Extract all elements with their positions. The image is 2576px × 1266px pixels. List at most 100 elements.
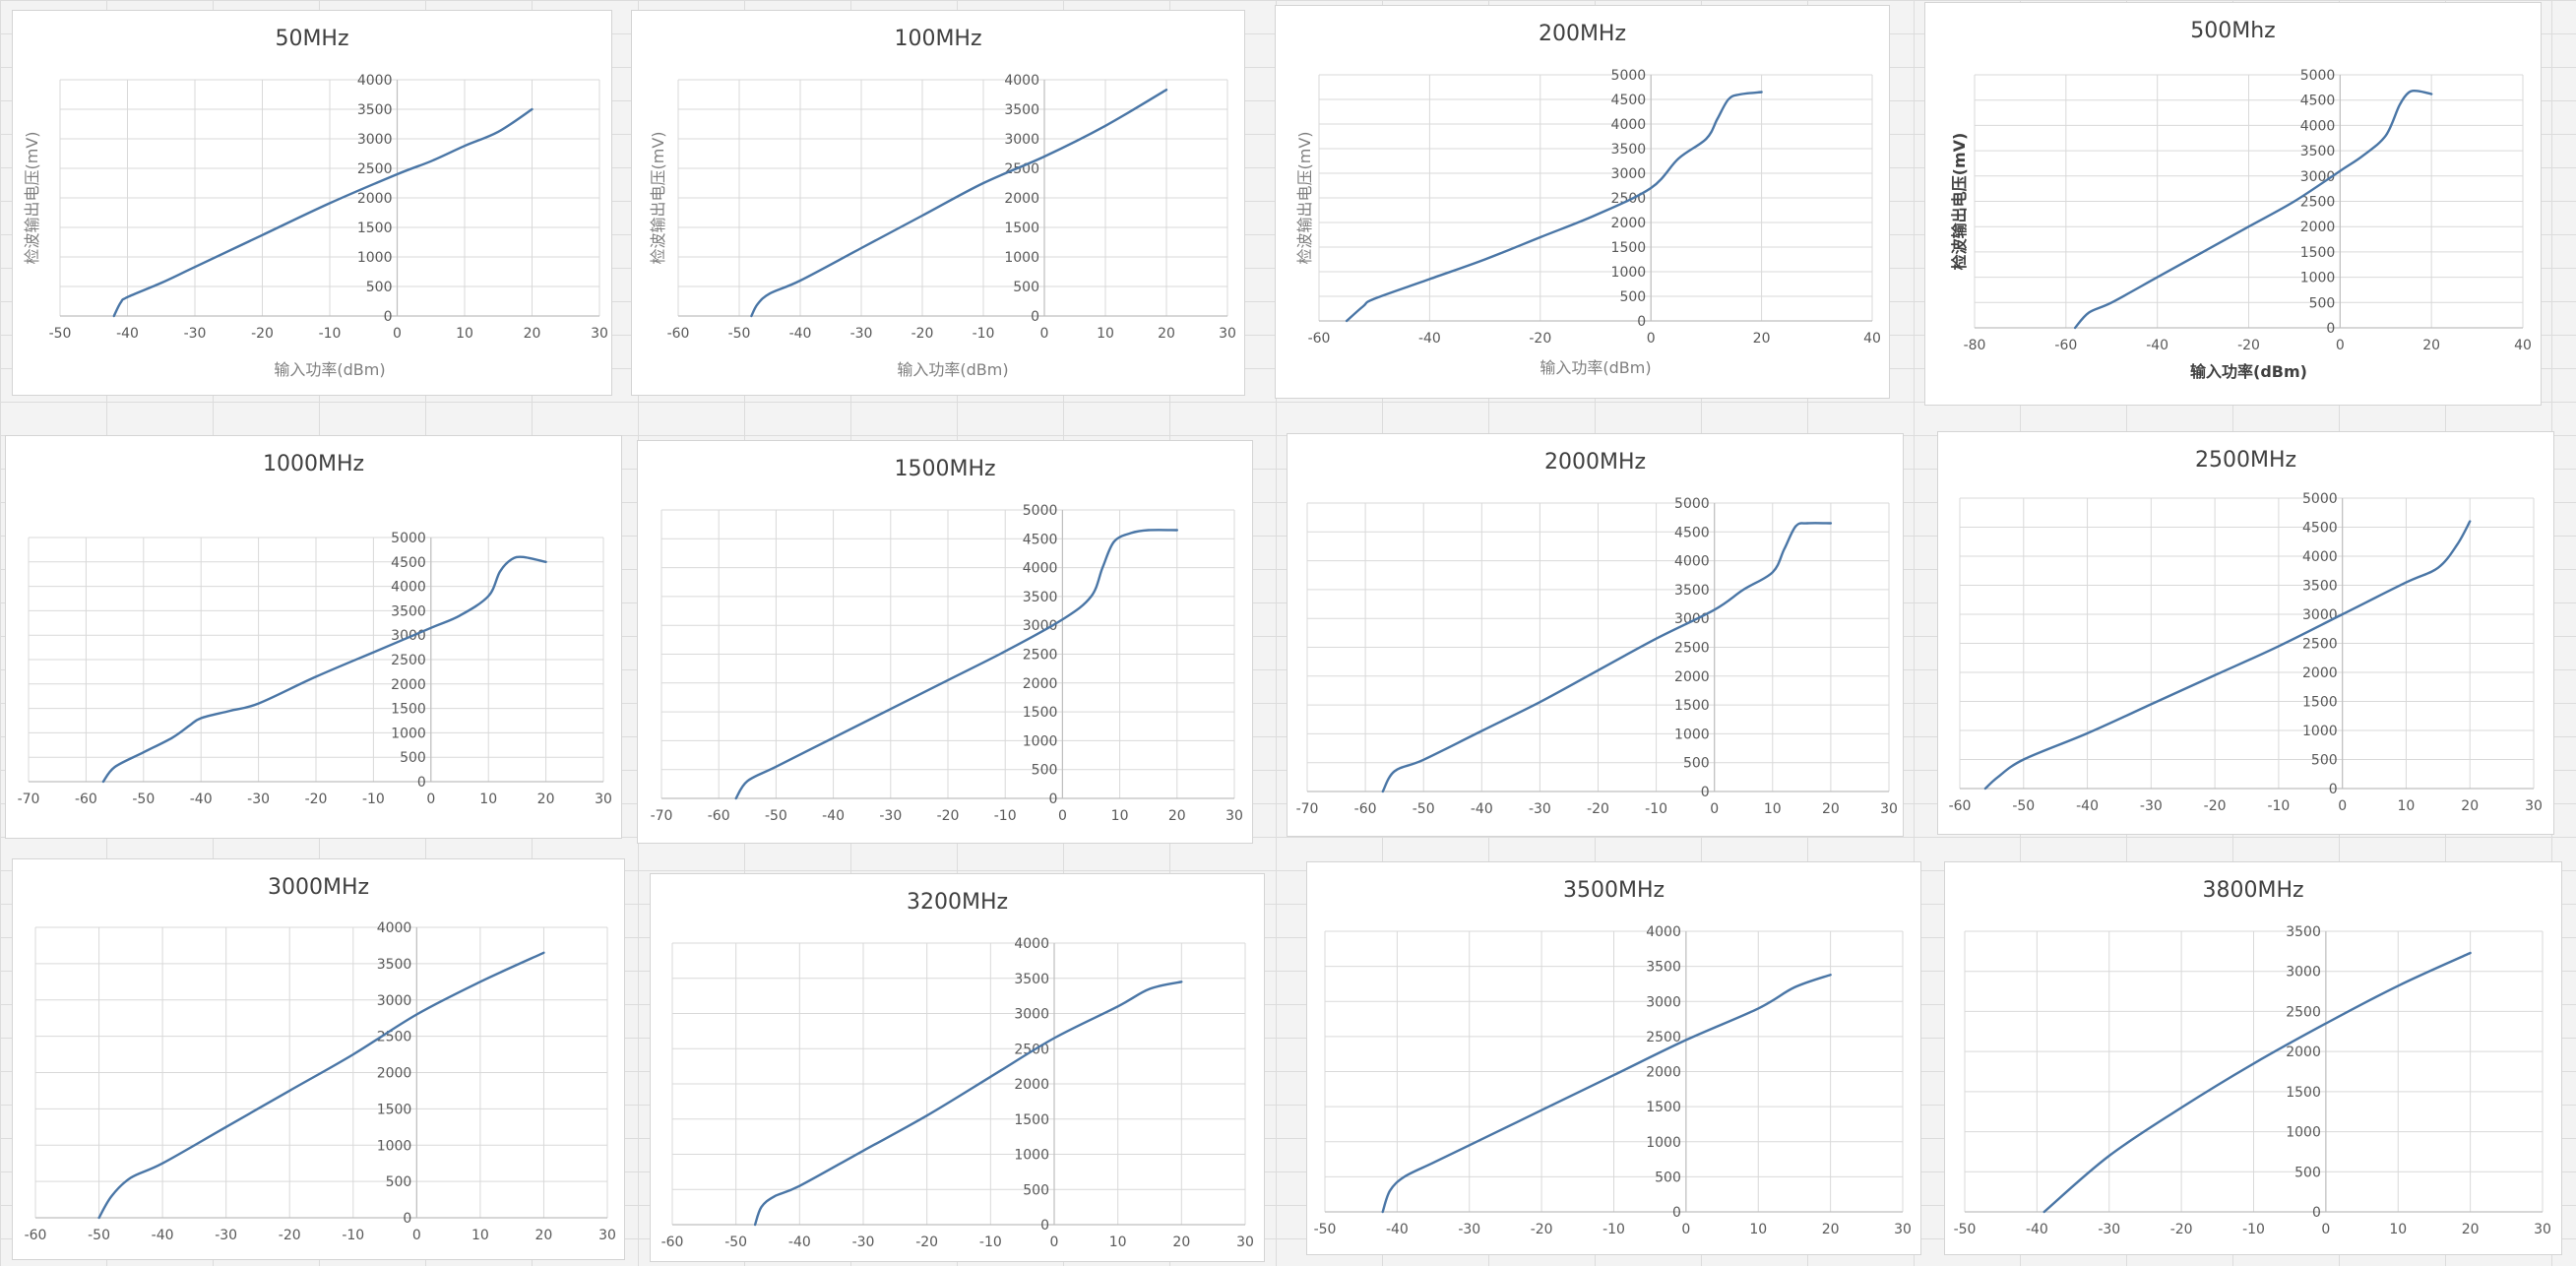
x-tick-label: -50 xyxy=(49,326,72,342)
y-tick-label: 1500 xyxy=(377,1102,412,1117)
series-line xyxy=(1345,91,1763,323)
x-tick-label: -30 xyxy=(184,326,207,342)
x-tick-label: 10 xyxy=(1097,326,1114,342)
y-tick-label: 2000 xyxy=(391,677,426,693)
x-tick-label: -60 xyxy=(1354,801,1377,817)
y-tick-label: 1000 xyxy=(377,1138,412,1154)
series-line xyxy=(1983,520,2472,791)
y-tick-label: 4000 xyxy=(1646,924,1681,940)
y-tick-label: 1500 xyxy=(1023,705,1058,721)
y-axis-title: 检波输出电压(mV) xyxy=(1295,131,1314,264)
y-tick-label: 4000 xyxy=(1023,561,1058,577)
x-tick-label: 30 xyxy=(1219,326,1236,342)
x-tick-label: 20 xyxy=(535,1228,553,1243)
series-line xyxy=(2073,89,2433,330)
y-tick-label: 0 xyxy=(1040,1218,1049,1234)
x-tick-label: 0 xyxy=(393,326,402,342)
x-tick-label: 30 xyxy=(1236,1234,1254,1250)
x-tick-label: -20 xyxy=(937,808,960,824)
y-tick-label: 3500 xyxy=(1611,142,1647,158)
y-tick-label: 0 xyxy=(2329,782,2338,797)
y-tick-label: 1000 xyxy=(2300,271,2336,286)
y-tick-label: 2000 xyxy=(1646,1065,1681,1081)
x-tick-label: -50 xyxy=(724,1234,747,1250)
x-tick-label: -30 xyxy=(852,1234,875,1250)
x-tick-label: 0 xyxy=(1058,808,1067,824)
x-tick-label: -20 xyxy=(1529,331,1551,347)
y-tick-label: 2500 xyxy=(2302,637,2338,653)
y-tick-label: 2000 xyxy=(1674,669,1710,685)
x-tick-label: -60 xyxy=(25,1228,47,1243)
y-tick-label: 2500 xyxy=(1004,161,1039,177)
series-line xyxy=(101,555,547,784)
x-tick-label: 20 xyxy=(2461,798,2479,814)
y-tick-label: 3500 xyxy=(1674,583,1710,599)
x-tick-label: 0 xyxy=(2338,798,2347,814)
x-tick-label: 10 xyxy=(1749,1222,1767,1237)
x-tick-label: -10 xyxy=(2242,1222,2265,1237)
y-tick-label: 4500 xyxy=(2300,94,2336,109)
chart-panel: 50MHz -50 -40 -30 -20 -10 0 10 20 30 0 500 1000 1500 2… xyxy=(12,10,612,396)
x-tick-label: -20 xyxy=(279,1228,301,1243)
y-tick-label: 1500 xyxy=(357,221,393,236)
y-tick-label: 2500 xyxy=(1023,648,1058,664)
x-axis-title: 输入功率(dBm) xyxy=(274,360,385,379)
y-tick-label: 2000 xyxy=(1611,216,1647,231)
series-line xyxy=(753,981,1183,1227)
y-tick-label: 5000 xyxy=(2300,68,2336,84)
series-line xyxy=(112,107,534,318)
y-tick-label: 0 xyxy=(1031,309,1039,325)
chart-title: 100MHz xyxy=(894,27,982,51)
y-tick-label: 1000 xyxy=(1004,250,1039,266)
x-tick-label: -20 xyxy=(305,791,328,807)
y-tick-label: 0 xyxy=(1672,1205,1681,1221)
chart-plot: -60 -50 -40 -30 -20 -10 0 10 20 30 0 500 1000 1500 200… xyxy=(1949,491,2543,814)
x-tick-label: 30 xyxy=(591,326,608,342)
chart-panel: 3800MHz -50 -40 -30 -20 -10 0 10 20 30 0 500 1000 150… xyxy=(1944,861,2562,1255)
y-tick-label: 2000 xyxy=(1004,191,1039,207)
x-tick-label: 10 xyxy=(1764,801,1782,817)
chart-panel: 2000MHz -70 -60 -50 -40 -30 -20 -10 0 10 20 30 0 500 1… xyxy=(1287,433,1904,837)
chart-panel: 3200MHz -60 -50 -40 -30 -20 -10 0 10 20 30 0 500 1000… xyxy=(650,873,1265,1262)
chart-plot: -60 -50 -40 -30 -20 -10 0 10 20 30 0 500 1000 1500 200… xyxy=(25,920,616,1243)
y-tick-label: 2000 xyxy=(2300,220,2336,235)
x-tick-label: -80 xyxy=(1964,338,1986,353)
series-line xyxy=(97,951,545,1220)
y-tick-label: 4000 xyxy=(1014,936,1049,952)
y-tick-label: 2500 xyxy=(1674,641,1710,657)
x-tick-label: 20 xyxy=(1822,801,1840,817)
x-tick-label: 30 xyxy=(1225,808,1243,824)
x-tick-label: -50 xyxy=(88,1228,110,1243)
chart-plot: -80 -60 -40 -20 0 20 4005001000150020002500300… xyxy=(1950,68,2532,381)
x-tick-label: -10 xyxy=(1602,1222,1625,1237)
y-tick-label: 3000 xyxy=(357,132,393,148)
x-tick-label: -10 xyxy=(319,326,342,342)
x-tick-label: 40 xyxy=(2514,338,2532,353)
x-tick-label: 0 xyxy=(1040,326,1049,342)
x-tick-label: -10 xyxy=(979,1234,1002,1250)
y-tick-label: 1000 xyxy=(2302,724,2338,739)
y-tick-label: 0 xyxy=(2326,321,2335,337)
x-tick-label: -20 xyxy=(2170,1222,2193,1237)
y-tick-label: 500 xyxy=(366,280,393,295)
x-tick-label: -10 xyxy=(342,1228,364,1243)
y-tick-label: 1000 xyxy=(1023,733,1058,749)
y-tick-label: 3500 xyxy=(2302,579,2338,595)
chart-panel: 2500MHz -60 -50 -40 -30 -20 -10 0 10 20 30 0 500 1000… xyxy=(1937,431,2554,835)
x-tick-label: -60 xyxy=(2054,338,2077,353)
chart-title: 3800MHz xyxy=(2202,878,2304,903)
x-tick-label: 10 xyxy=(479,791,497,807)
y-tick-label: 3500 xyxy=(1014,972,1049,987)
y-tick-label: 4000 xyxy=(357,73,393,89)
y-tick-label: 500 xyxy=(2309,295,2336,311)
x-tick-label: 0 xyxy=(1710,801,1719,817)
y-tick-label: 1500 xyxy=(1014,1112,1049,1128)
y-tick-label: 4000 xyxy=(1611,117,1647,133)
y-tick-label: 1000 xyxy=(1611,265,1647,281)
x-tick-label: 0 xyxy=(1647,331,1656,347)
series-line xyxy=(1381,974,1832,1214)
chart-plot: -70 -60 -50 -40 -30 -20 -10 0 10 20 30 0 500 1000 1500… xyxy=(651,503,1243,824)
x-tick-label: 20 xyxy=(1158,326,1175,342)
chart-panel: 3000MHz -60 -50 -40 -30 -20 -10 0 10 20 30 0 500 1000… xyxy=(12,858,625,1260)
x-tick-label: -40 xyxy=(2076,798,2099,814)
